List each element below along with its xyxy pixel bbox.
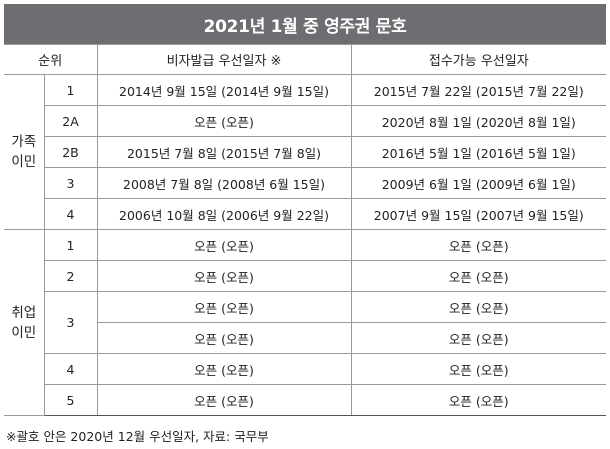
visa-date-cell: 2015년 7월 8일 (2015년 7월 8일): [96, 136, 352, 168]
table-title: 2021년 1월 중 영주권 문호: [4, 4, 606, 44]
visa-date-cell: 오픈 (오픈): [96, 291, 352, 323]
group-label-line: 이민: [11, 154, 37, 170]
group-label-employment: 취업 이민: [4, 229, 45, 416]
rank-cell: 1: [43, 229, 98, 261]
filing-date-cell: 2016년 5월 1일 (2016년 5월 1일): [350, 136, 607, 168]
table-row: 5 오픈 (오픈) 오픈 (오픈): [4, 384, 607, 416]
header-visa-date: 비자발급 우선일자 ※: [96, 44, 352, 75]
visa-date-cell: 2008년 7월 8일 (2008년 6월 15일): [96, 167, 352, 199]
table-row: 2B 2015년 7월 8일 (2015년 7월 8일) 2016년 5월 1일…: [4, 136, 607, 168]
table-row: 2A 오픈 (오픈) 2020년 8월 1일 (2020년 8월 1일): [4, 105, 607, 137]
table-header-row: 순위 비자발급 우선일자 ※ 접수가능 우선일자: [4, 44, 607, 75]
rank-cell: 2A: [44, 105, 98, 137]
group-label-line: 취업: [11, 304, 37, 321]
visa-date-cell: 오픈 (오픈): [96, 229, 352, 261]
table-row: 오픈 (오픈) 오픈 (오픈): [4, 322, 607, 354]
group-label-family: 가족 이민: [4, 74, 45, 230]
filing-date-cell: 오픈 (오픈): [350, 260, 607, 292]
rank-cell: 5: [44, 384, 98, 416]
footnote: ※괄호 안은 2020년 12월 우선일자, 자료: 국무부: [6, 429, 269, 444]
rank-cell: 4: [44, 353, 98, 385]
table-row: 4 오픈 (오픈) 오픈 (오픈): [4, 353, 607, 385]
visa-date-cell: 오픈 (오픈): [96, 105, 352, 137]
visa-date-cell: 오픈 (오픈): [97, 322, 352, 354]
table-row: 3 오픈 (오픈) 오픈 (오픈): [4, 291, 607, 354]
rank-cell: 2: [44, 260, 98, 292]
rank-cell: 4: [44, 198, 98, 230]
visa-date-cell: 2014년 9월 15일 (2014년 9월 15일): [96, 74, 352, 106]
group-label-line: 가족: [11, 134, 37, 150]
visa-date-cell: 2006년 10월 8일 (2006년 9월 22일): [96, 198, 352, 230]
header-rank: 순위: [4, 44, 98, 75]
filing-date-cell: 2020년 8월 1일 (2020년 8월 1일): [350, 105, 607, 137]
filing-date-cell: 오픈 (오픈): [350, 384, 607, 416]
group-label-line: 이민: [11, 324, 37, 341]
filing-date-cell: 2009년 6월 1일 (2009년 6월 1일): [350, 167, 607, 199]
filing-date-cell: 오픈 (오픈): [350, 353, 607, 385]
table-row: 가족 이민 1 2014년 9월 15일 (2014년 9월 15일) 2015…: [4, 74, 607, 230]
filing-date-cell: 오픈 (오픈): [350, 322, 607, 354]
visa-bulletin-table: 순위 비자발급 우선일자 ※ 접수가능 우선일자 가족 이민 1 2014년 9…: [4, 44, 607, 416]
rank-cell: 3: [44, 291, 98, 354]
visa-date-cell: 오픈 (오픈): [96, 353, 352, 385]
rank-cell: 3: [44, 167, 98, 199]
filing-date-cell: 2015년 7월 22일 (2015년 7월 22일): [350, 74, 607, 106]
visa-date-cell: 오픈 (오픈): [96, 260, 352, 292]
table-row: 3 2008년 7월 8일 (2008년 6월 15일) 2009년 6월 1일…: [4, 167, 607, 199]
table-row: 2 오픈 (오픈) 오픈 (오픈): [4, 260, 607, 292]
rank-cell: 2B: [44, 136, 98, 168]
filing-date-cell: 오픈 (오픈): [350, 229, 607, 261]
rank-cell: 1: [43, 74, 98, 106]
filing-date-cell: 2007년 9월 15일 (2007년 9월 15일): [350, 198, 607, 230]
table-row: 취업 이민 1 오픈 (오픈) 오픈 (오픈): [4, 229, 607, 416]
filing-date-cell: 오픈 (오픈): [350, 291, 607, 323]
visa-date-cell: 오픈 (오픈): [96, 384, 352, 416]
table-row: 4 2006년 10월 8일 (2006년 9월 22일) 2007년 9월 1…: [4, 198, 607, 230]
header-filing-date: 접수가능 우선일자: [350, 44, 607, 75]
